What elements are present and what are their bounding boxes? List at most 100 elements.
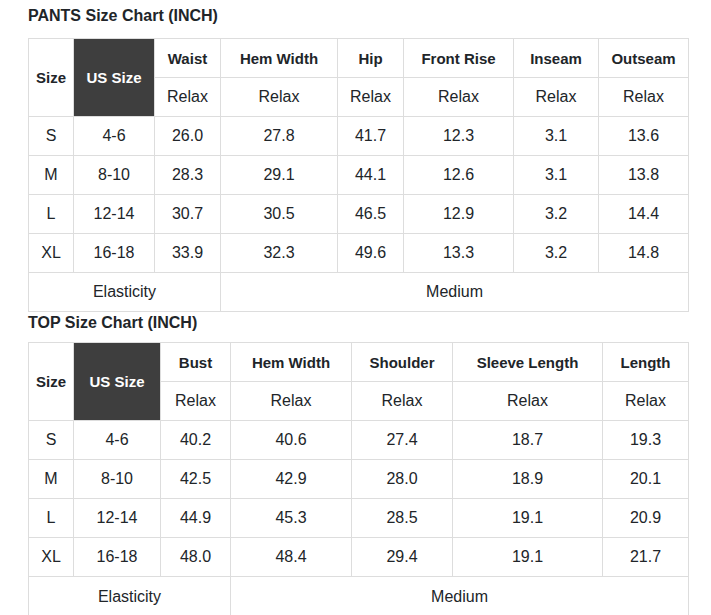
pants-col-hip: Hip bbox=[338, 39, 404, 78]
pants-row-l: L 12-14 30.7 30.5 46.5 12.9 3.2 14.4 bbox=[29, 195, 689, 234]
value-cell: 14.4 bbox=[599, 195, 689, 234]
size-chart-page: PANTS Size Chart (INCH) Size US Size Wai… bbox=[0, 0, 711, 615]
top-col-length: Length bbox=[603, 343, 689, 382]
value-cell: 14.8 bbox=[599, 234, 689, 273]
elasticity-label: Elasticity bbox=[29, 577, 231, 615]
value-cell: 48.0 bbox=[161, 538, 231, 577]
value-cell: 49.6 bbox=[338, 234, 404, 273]
value-cell: 41.7 bbox=[338, 117, 404, 156]
us-size-cell: 12-14 bbox=[74, 499, 161, 538]
value-cell: 40.2 bbox=[161, 421, 231, 460]
pants-row-m: M 8-10 28.3 29.1 44.1 12.6 3.1 13.8 bbox=[29, 156, 689, 195]
value-cell: 40.6 bbox=[231, 421, 352, 460]
top-size-table: Size US Size Bust Hem Width Shoulder Sle… bbox=[28, 342, 689, 615]
value-cell: 12.3 bbox=[404, 117, 514, 156]
value-cell: 29.4 bbox=[352, 538, 453, 577]
pants-header-row: Size US Size Waist Hem Width Hip Front R… bbox=[29, 39, 689, 78]
top-col-shoulder: Shoulder bbox=[352, 343, 453, 382]
top-row-l: L 12-14 44.9 45.3 28.5 19.1 20.9 bbox=[29, 499, 689, 538]
pants-relax-hip: Relax bbox=[338, 78, 404, 117]
pants-chart-title: PANTS Size Chart (INCH) bbox=[28, 8, 711, 24]
value-cell: 44.9 bbox=[161, 499, 231, 538]
top-col-bust: Bust bbox=[161, 343, 231, 382]
us-size-cell: 16-18 bbox=[74, 538, 161, 577]
value-cell: 13.6 bbox=[599, 117, 689, 156]
value-cell: 12.6 bbox=[404, 156, 514, 195]
value-cell: 30.5 bbox=[221, 195, 338, 234]
elasticity-label: Elasticity bbox=[29, 273, 221, 312]
pants-col-inseam: Inseam bbox=[514, 39, 599, 78]
value-cell: 3.2 bbox=[514, 195, 599, 234]
value-cell: 27.4 bbox=[352, 421, 453, 460]
value-cell: 13.3 bbox=[404, 234, 514, 273]
value-cell: 30.7 bbox=[155, 195, 221, 234]
elasticity-value: Medium bbox=[221, 273, 689, 312]
top-row-xl: XL 16-18 48.0 48.4 29.4 19.1 21.7 bbox=[29, 538, 689, 577]
us-size-cell: 4-6 bbox=[74, 117, 155, 156]
pants-col-hem-width: Hem Width bbox=[221, 39, 338, 78]
top-size-col-header: Size bbox=[29, 343, 74, 421]
value-cell: 28.5 bbox=[352, 499, 453, 538]
pants-row-s: S 4-6 26.0 27.8 41.7 12.3 3.1 13.6 bbox=[29, 117, 689, 156]
pants-relax-waist: Relax bbox=[155, 78, 221, 117]
top-elasticity-row: Elasticity Medium bbox=[29, 577, 689, 615]
size-cell: S bbox=[29, 117, 74, 156]
value-cell: 42.9 bbox=[231, 460, 352, 499]
value-cell: 20.1 bbox=[603, 460, 689, 499]
top-row-m: M 8-10 42.5 42.9 28.0 18.9 20.1 bbox=[29, 460, 689, 499]
pants-elasticity-row: Elasticity Medium bbox=[29, 273, 689, 312]
value-cell: 48.4 bbox=[231, 538, 352, 577]
top-us-size-col-header: US Size bbox=[74, 343, 161, 421]
pants-col-waist: Waist bbox=[155, 39, 221, 78]
value-cell: 45.3 bbox=[231, 499, 352, 538]
value-cell: 13.8 bbox=[599, 156, 689, 195]
pants-row-xl: XL 16-18 33.9 32.3 49.6 13.3 3.2 14.8 bbox=[29, 234, 689, 273]
value-cell: 28.3 bbox=[155, 156, 221, 195]
top-relax-sleeve-length: Relax bbox=[453, 382, 603, 421]
top-relax-length: Relax bbox=[603, 382, 689, 421]
pants-size-col-header: Size bbox=[29, 39, 74, 117]
value-cell: 21.7 bbox=[603, 538, 689, 577]
value-cell: 44.1 bbox=[338, 156, 404, 195]
size-cell: L bbox=[29, 195, 74, 234]
pants-size-table: Size US Size Waist Hem Width Hip Front R… bbox=[28, 38, 689, 312]
value-cell: 29.1 bbox=[221, 156, 338, 195]
value-cell: 42.5 bbox=[161, 460, 231, 499]
value-cell: 3.2 bbox=[514, 234, 599, 273]
us-size-cell: 8-10 bbox=[74, 156, 155, 195]
value-cell: 33.9 bbox=[155, 234, 221, 273]
top-header-row: Size US Size Bust Hem Width Shoulder Sle… bbox=[29, 343, 689, 382]
size-cell: XL bbox=[29, 234, 74, 273]
pants-col-front-rise: Front Rise bbox=[404, 39, 514, 78]
value-cell: 3.1 bbox=[514, 117, 599, 156]
top-col-sleeve-length: Sleeve Length bbox=[453, 343, 603, 382]
top-col-hem-width: Hem Width bbox=[231, 343, 352, 382]
pants-relax-outseam: Relax bbox=[599, 78, 689, 117]
top-row-s: S 4-6 40.2 40.6 27.4 18.7 19.3 bbox=[29, 421, 689, 460]
elasticity-value: Medium bbox=[231, 577, 689, 615]
value-cell: 32.3 bbox=[221, 234, 338, 273]
size-cell: L bbox=[29, 499, 74, 538]
top-relax-hem-width: Relax bbox=[231, 382, 352, 421]
us-size-cell: 8-10 bbox=[74, 460, 161, 499]
value-cell: 19.3 bbox=[603, 421, 689, 460]
us-size-cell: 4-6 bbox=[74, 421, 161, 460]
value-cell: 12.9 bbox=[404, 195, 514, 234]
pants-col-outseam: Outseam bbox=[599, 39, 689, 78]
size-cell: M bbox=[29, 156, 74, 195]
pants-relax-inseam: Relax bbox=[514, 78, 599, 117]
top-relax-shoulder: Relax bbox=[352, 382, 453, 421]
top-chart-title: TOP Size Chart (INCH) bbox=[28, 315, 711, 331]
value-cell: 26.0 bbox=[155, 117, 221, 156]
value-cell: 28.0 bbox=[352, 460, 453, 499]
size-cell: M bbox=[29, 460, 74, 499]
value-cell: 46.5 bbox=[338, 195, 404, 234]
value-cell: 18.9 bbox=[453, 460, 603, 499]
top-relax-bust: Relax bbox=[161, 382, 231, 421]
value-cell: 19.1 bbox=[453, 538, 603, 577]
pants-relax-front-rise: Relax bbox=[404, 78, 514, 117]
value-cell: 18.7 bbox=[453, 421, 603, 460]
size-cell: S bbox=[29, 421, 74, 460]
value-cell: 3.1 bbox=[514, 156, 599, 195]
us-size-cell: 12-14 bbox=[74, 195, 155, 234]
